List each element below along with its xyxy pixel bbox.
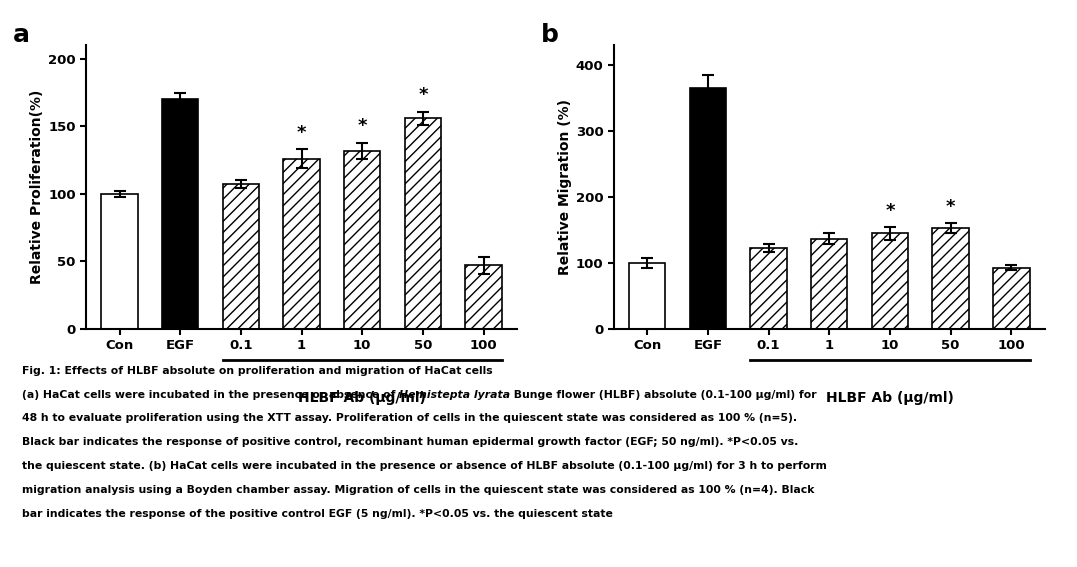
Text: migration analysis using a Boyden chamber assay. Migration of cells in the quies: migration analysis using a Boyden chambe… — [22, 485, 814, 495]
Text: *: * — [946, 198, 955, 216]
Bar — [933, 228, 969, 329]
Text: 48 h to evaluate proliferation using the XTT assay. Proliferation of cells in th: 48 h to evaluate proliferation using the… — [22, 413, 797, 424]
Text: *: * — [418, 86, 428, 104]
Bar — [405, 119, 442, 329]
Text: the quiescent state. (b) HaCat cells were incubated in the presence or absence o: the quiescent state. (b) HaCat cells wer… — [22, 461, 826, 471]
Y-axis label: Relative Migration (%): Relative Migration (%) — [558, 99, 572, 275]
Bar — [629, 263, 666, 329]
Text: Bunge flower (HLBF) absolute (0.1-100 μg/ml) for: Bunge flower (HLBF) absolute (0.1-100 μg… — [509, 390, 816, 400]
Text: bar indicates the response of the positive control EGF (5 ng/ml). *P<0.05 vs. th: bar indicates the response of the positi… — [22, 509, 613, 519]
Bar — [344, 151, 380, 329]
Text: Black bar indicates the response of positive control, recombinant human epiderma: Black bar indicates the response of posi… — [22, 437, 798, 447]
Bar — [223, 184, 260, 329]
Y-axis label: Relative Proliferation(%): Relative Proliferation(%) — [30, 90, 44, 284]
Bar — [162, 99, 198, 329]
Text: Hemistepta lyrata: Hemistepta lyrata — [398, 390, 509, 400]
Text: (a) HaCat cells were incubated in the presence or absence of: (a) HaCat cells were incubated in the pr… — [22, 390, 398, 400]
Text: HLBF Ab (μg/ml): HLBF Ab (μg/ml) — [298, 391, 426, 405]
Point — [699, 325, 712, 332]
Bar — [871, 233, 908, 329]
Point — [132, 325, 145, 332]
Text: HLBF Ab (μg/ml): HLBF Ab (μg/ml) — [826, 391, 954, 405]
Bar — [811, 239, 848, 329]
Bar — [465, 265, 502, 329]
Text: *: * — [885, 202, 895, 219]
Bar — [101, 194, 138, 329]
Bar — [993, 268, 1030, 329]
Bar — [283, 159, 320, 329]
Text: Fig. 1: Effects of HLBF absolute on proliferation and migration of HaCat cells: Fig. 1: Effects of HLBF absolute on prol… — [22, 366, 492, 376]
Text: *: * — [358, 117, 367, 136]
Text: *: * — [297, 124, 306, 142]
Point — [660, 325, 673, 332]
Text: a: a — [13, 23, 30, 46]
Text: b: b — [541, 23, 559, 46]
Bar — [751, 248, 787, 329]
Bar — [689, 88, 726, 329]
Point — [171, 325, 184, 332]
